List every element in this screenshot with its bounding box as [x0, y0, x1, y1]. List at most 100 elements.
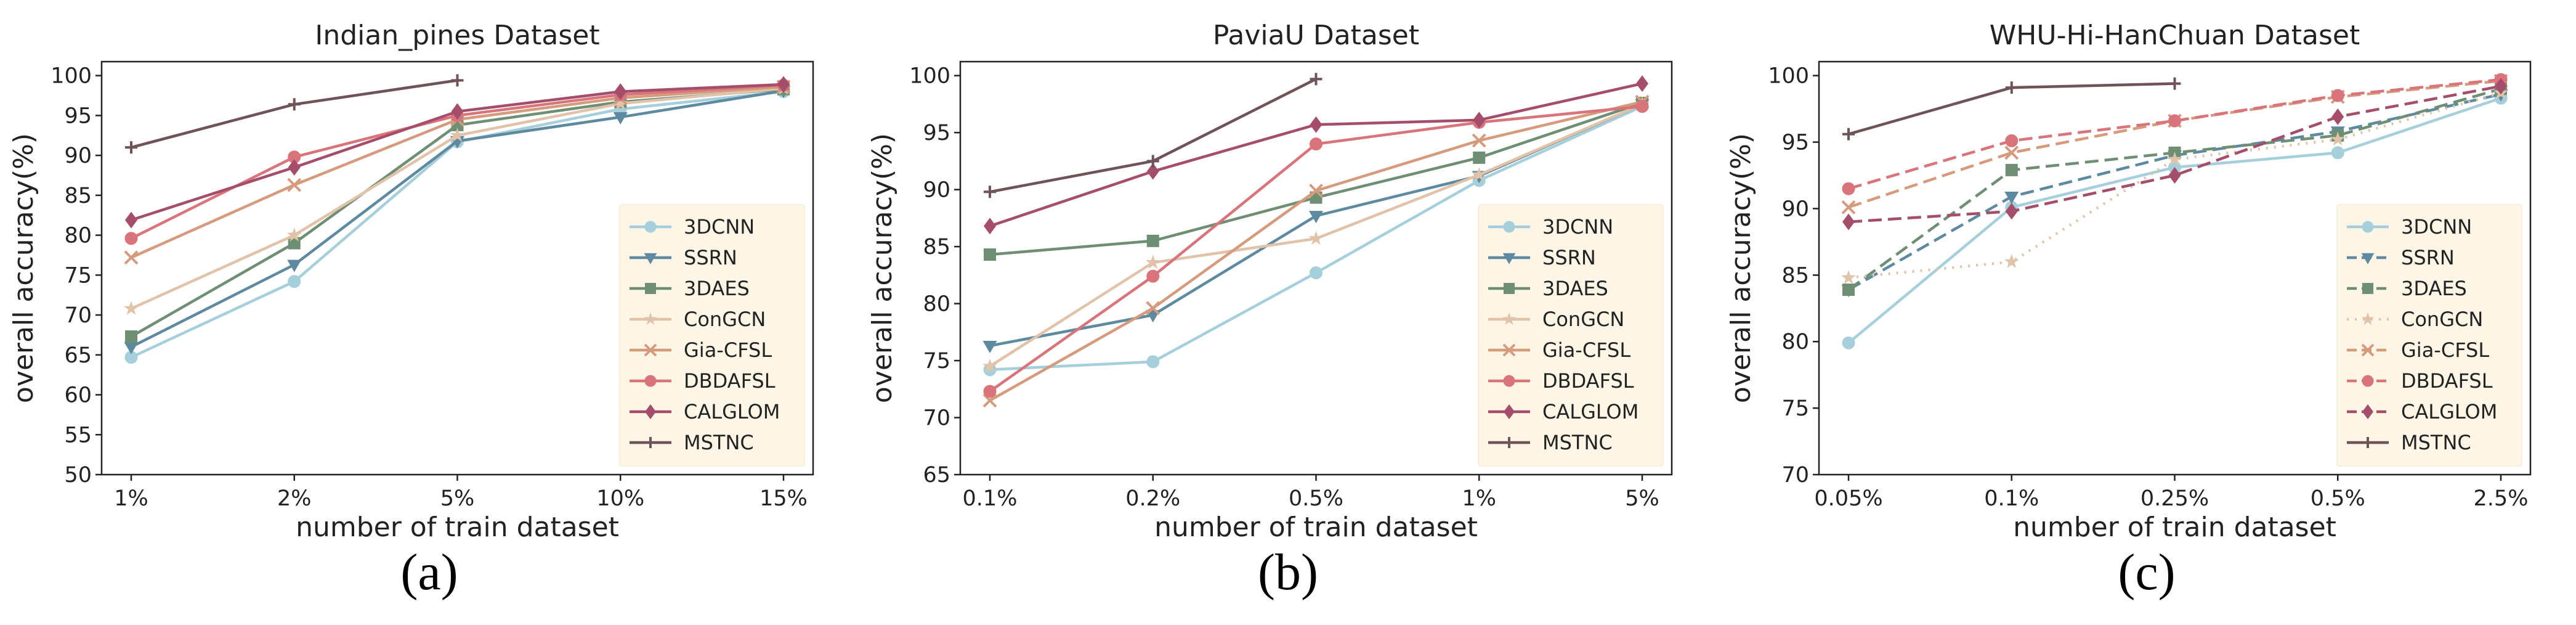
data-point-3daes	[1146, 234, 1159, 247]
legend-marker	[644, 253, 657, 264]
legend-marker	[1503, 375, 1515, 387]
data-point-dbdafsl	[1635, 100, 1649, 113]
data-point-3dcnn	[288, 275, 301, 288]
data-point-congcn	[1472, 167, 1487, 181]
y-tick-label: 90	[923, 178, 950, 203]
y-tick-label: 100	[51, 64, 92, 89]
data-point-3daes	[125, 330, 137, 343]
legend-item-congcn: ConGCN	[1488, 308, 1624, 331]
data-point-gia-cfsl	[1309, 184, 1323, 198]
data-point-calglom	[288, 159, 301, 176]
series-line-calglom	[1848, 84, 2501, 224]
data-point-3dcnn	[1842, 336, 1855, 349]
x-tick-label: 10%	[596, 486, 644, 511]
legend-item-3dcnn: 3DCNN	[630, 215, 755, 239]
y-tick-label: 80	[1781, 330, 1809, 354]
legend-marker	[1502, 343, 1516, 357]
legend-box	[619, 204, 805, 467]
legend-item-ssrn: SSRN	[1488, 246, 1596, 269]
legend-item-mstnc: MSTNC	[630, 431, 754, 454]
data-point-mstnc	[984, 186, 996, 198]
data-point-mstnc	[451, 74, 464, 87]
x-tick-label: 0.05%	[1814, 486, 1882, 511]
data-point-congcn	[450, 128, 465, 142]
x-tick-label: 0.25%	[2141, 486, 2209, 511]
y-axis-label: overall accuracy(%)	[8, 133, 39, 403]
legend-label: Gia-CFSL	[2401, 338, 2489, 362]
data-point-calglom	[1310, 116, 1322, 133]
legend-item-calglom: CALGLOM	[630, 400, 780, 423]
series-line-congcn	[1848, 91, 2501, 279]
data-point-calglom	[984, 218, 996, 235]
y-tick-label: 50	[64, 463, 92, 488]
subplot-label-b: (b)	[1258, 544, 1318, 601]
data-point-calglom	[1473, 112, 1486, 129]
y-tick-label: 55	[64, 423, 92, 447]
legend-item-gia-cfsl: Gia-CFSL	[630, 338, 772, 362]
series-dbdafsl	[983, 100, 1649, 398]
legend-marker	[2361, 253, 2375, 264]
y-tick-label: 80	[923, 292, 950, 317]
legend-marker	[645, 437, 656, 448]
legend-item-dbdafsl: DBDAFSL	[2347, 369, 2493, 393]
data-point-3dcnn	[2331, 146, 2344, 160]
data-point-dbdafsl	[124, 232, 138, 245]
y-tick-label: 80	[64, 224, 92, 248]
chart-panel-b: PaviaU Dataset 65 70 75 80 85 90 95 100 0.1% 0.2% 0…	[859, 0, 1717, 625]
y-tick-label: 95	[923, 121, 950, 145]
data-point-ssrn	[124, 341, 139, 354]
legend-label: Gia-CFSL	[1542, 338, 1630, 362]
legend-label: SSRN	[1542, 246, 1596, 269]
legend-item-3daes: 3DAES	[2347, 277, 2467, 300]
legend-item-congcn: ConGCN	[630, 308, 766, 331]
series-calglom	[1842, 78, 2507, 231]
data-point-congcn	[2004, 254, 2019, 268]
data-point-congcn	[124, 301, 139, 315]
chart-panel-c: WHU-Hi-HanChuan Dataset 70 75 80 85 90 95 100 0.…	[1717, 0, 2576, 625]
legend-label: DBDAFSL	[1542, 369, 1634, 393]
legend-marker	[644, 343, 657, 357]
data-point-mstnc	[2168, 77, 2181, 90]
data-point-congcn	[1145, 255, 1160, 269]
legend-marker	[1504, 437, 1515, 448]
data-point-dbdafsl	[1842, 182, 1855, 195]
legend-marker	[2362, 437, 2373, 448]
x-tick-label: 2.5%	[2474, 486, 2529, 511]
legend-item-dbdafsl: DBDAFSL	[630, 369, 776, 393]
data-point-gia-cfsl	[1841, 200, 1856, 214]
data-point-calglom	[125, 211, 137, 229]
data-point-mstnc	[1310, 73, 1322, 86]
data-point-calglom	[2495, 78, 2507, 95]
legend-label: 3DCNN	[2401, 215, 2472, 239]
legend-item-3dcnn: 3DCNN	[1488, 215, 1613, 239]
y-tick-label: 95	[64, 104, 92, 128]
legend-item-3daes: 3DAES	[1488, 277, 1608, 300]
legend-label: CALGLOM	[1542, 400, 1638, 423]
data-point-dbdafsl	[1146, 269, 1160, 283]
data-point-gia-cfsl	[2004, 145, 2019, 160]
x-tick-label: 1%	[1462, 486, 1496, 511]
legend-marker	[2362, 404, 2373, 420]
legend-label: MSTNC	[1542, 431, 1613, 454]
chart-paviau: PaviaU Dataset 65 70 75 80 85 90 95 100 0.1% 0.2% 0…	[867, 20, 1673, 542]
data-point-3daes	[1473, 151, 1486, 164]
legend-marker	[2361, 312, 2375, 325]
legend-box	[1478, 204, 1664, 467]
data-point-ssrn	[982, 341, 997, 354]
data-point-mstnc	[1146, 155, 1159, 168]
legend-item-ssrn: SSRN	[2347, 246, 2455, 269]
chart-title: Indian_pines Dataset	[315, 20, 599, 51]
series-mstnc	[1842, 77, 2181, 141]
legend-label: 3DAES	[684, 277, 750, 300]
data-point-ssrn	[287, 259, 302, 272]
x-axis-label: number of train dataset	[296, 512, 619, 542]
data-point-3daes	[2005, 163, 2018, 176]
legend-item-3dcnn: 3DCNN	[2347, 215, 2472, 239]
y-tick-label: 60	[64, 383, 92, 408]
legend-item-gia-cfsl: Gia-CFSL	[1488, 338, 1630, 362]
legend-marker	[644, 312, 657, 325]
data-point-calglom	[2331, 108, 2344, 126]
data-point-congcn	[613, 96, 628, 110]
legend-marker	[1502, 312, 1516, 325]
data-point-gia-cfsl	[982, 393, 997, 408]
